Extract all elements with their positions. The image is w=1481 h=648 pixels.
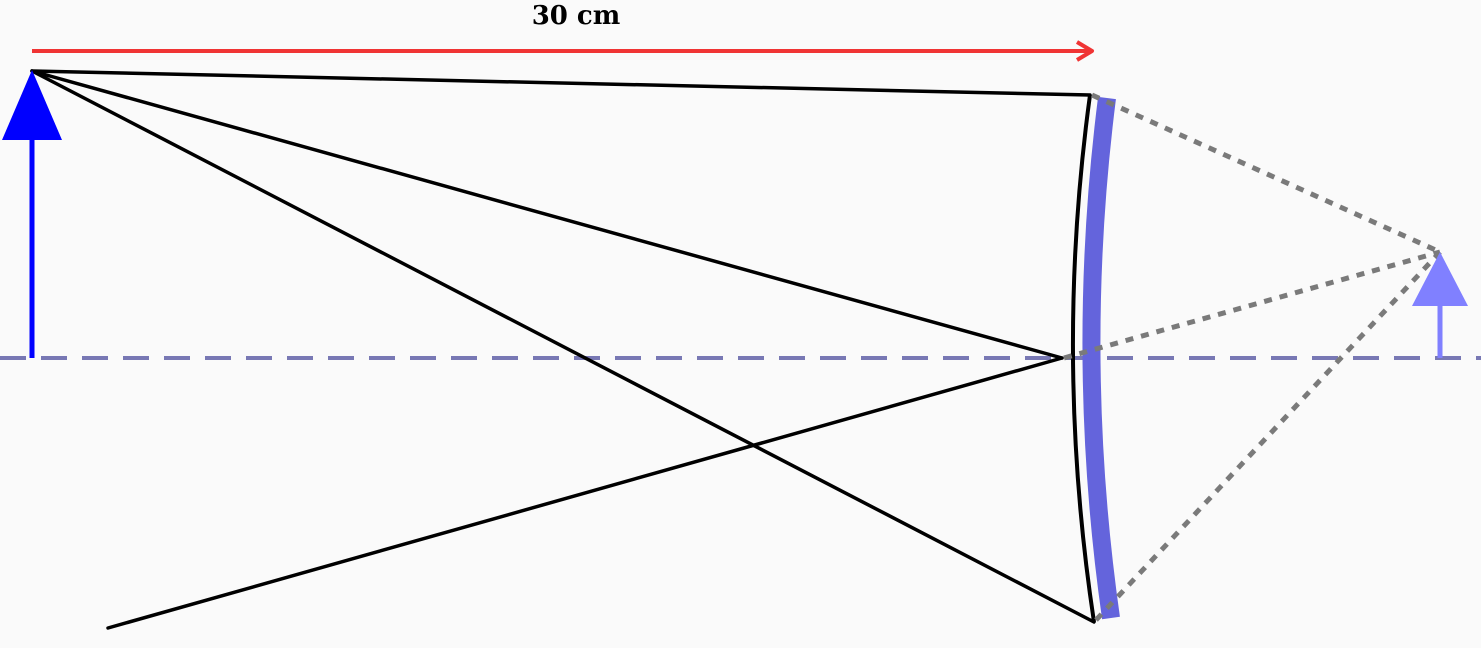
virtual-rays	[1063, 92, 1442, 622]
image-arrow-head	[1412, 252, 1468, 306]
distance-arrow-head	[1075, 40, 1094, 62]
mirror-reflecting-surface	[1070, 94, 1096, 623]
virtual-image-arrow	[1412, 252, 1468, 358]
virtual-ray-center	[1063, 249, 1441, 361]
convex-mirror	[1082, 96, 1120, 620]
incident-ray-center	[30, 69, 1064, 360]
incident-ray-bottom	[30, 69, 1096, 624]
distance-arrow	[32, 40, 1094, 62]
object-arrow-head	[2, 70, 62, 140]
object-arrow	[2, 70, 62, 358]
incident-ray-top	[30, 69, 1092, 97]
distance-label: 30 cm	[532, 1, 621, 31]
rays	[30, 69, 1096, 630]
virtual-ray-bottom	[1094, 250, 1442, 622]
reflected-ray-center	[106, 356, 1064, 630]
